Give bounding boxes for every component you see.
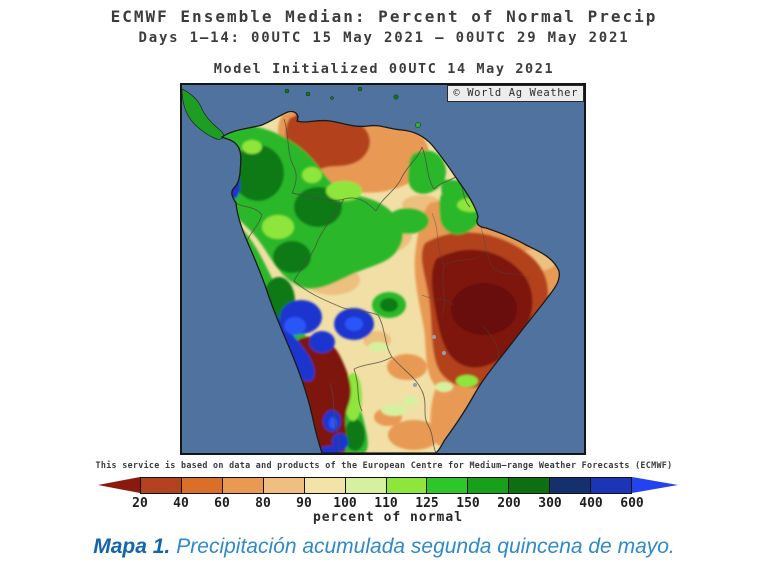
colorbar-tick: 80 (255, 496, 271, 511)
city-dots (413, 335, 446, 387)
colorbar-segment (181, 477, 223, 494)
caribbean-islands (284, 86, 421, 128)
colorbar-tick: 300 (538, 496, 562, 511)
colorbar-segment (591, 477, 633, 494)
map-title: ECMWF Ensemble Median: Percent of Normal… (110, 7, 658, 26)
map-init-line: Model Initialized 00UTC 14 May 2021 (213, 61, 555, 77)
colorbar-tick: 125 (415, 496, 439, 511)
colorbar-segment (427, 477, 469, 494)
colorbar-tick: 200 (497, 496, 521, 511)
country-borders (235, 118, 471, 453)
map-frame: © World Ag Weather (180, 83, 586, 455)
colorbar: 20 40 60 80 90 100 110 125 150 200 300 400 600 perce… (98, 477, 678, 525)
colorbar-segment (263, 477, 305, 494)
colorbar-segment (509, 477, 551, 494)
colorbar-segment (304, 477, 346, 494)
colorbar-segment (550, 477, 592, 494)
coastline (220, 110, 560, 453)
colorbar-tick: 90 (296, 496, 312, 511)
caption-text: Precipitación acumulada segunda quincena… (176, 535, 675, 558)
colorbar-tick: 110 (374, 496, 398, 511)
colorbar-segment (140, 477, 182, 494)
colorbar-unit-label: percent of normal (312, 510, 464, 525)
south-america-precip-map (182, 85, 584, 453)
colorbar-segment (386, 477, 428, 494)
colorbar-tick: 20 (132, 496, 148, 511)
colorbar-arrow-right (632, 477, 678, 493)
colorbar-tick: 400 (579, 496, 603, 511)
figure-caption: Mapa 1. Precipitación acumulada segunda q… (0, 535, 768, 559)
colorbar-tick: 100 (333, 496, 357, 511)
colorbar-segments (140, 477, 633, 494)
caption-label: Mapa 1. (93, 535, 171, 558)
map-subtitle: Days 1–14: 00UTC 15 May 2021 – 00UTC 29 … (138, 30, 630, 46)
colorbar-tick: 40 (173, 496, 189, 511)
colorbar-bar (98, 477, 678, 494)
ecmwf-disclaimer: This service is based on data and produc… (95, 460, 673, 470)
colorbar-tick: 600 (620, 496, 644, 511)
colorbar-tick: 60 (214, 496, 230, 511)
colorbar-segment (345, 477, 387, 494)
colorbar-segment (468, 477, 510, 494)
continent-fill (222, 111, 560, 453)
credit-badge: © World Ag Weather (447, 85, 584, 102)
colorbar-arrow-left (98, 477, 140, 493)
colorbar-segment (222, 477, 264, 494)
colorbar-tick: 150 (456, 496, 480, 511)
